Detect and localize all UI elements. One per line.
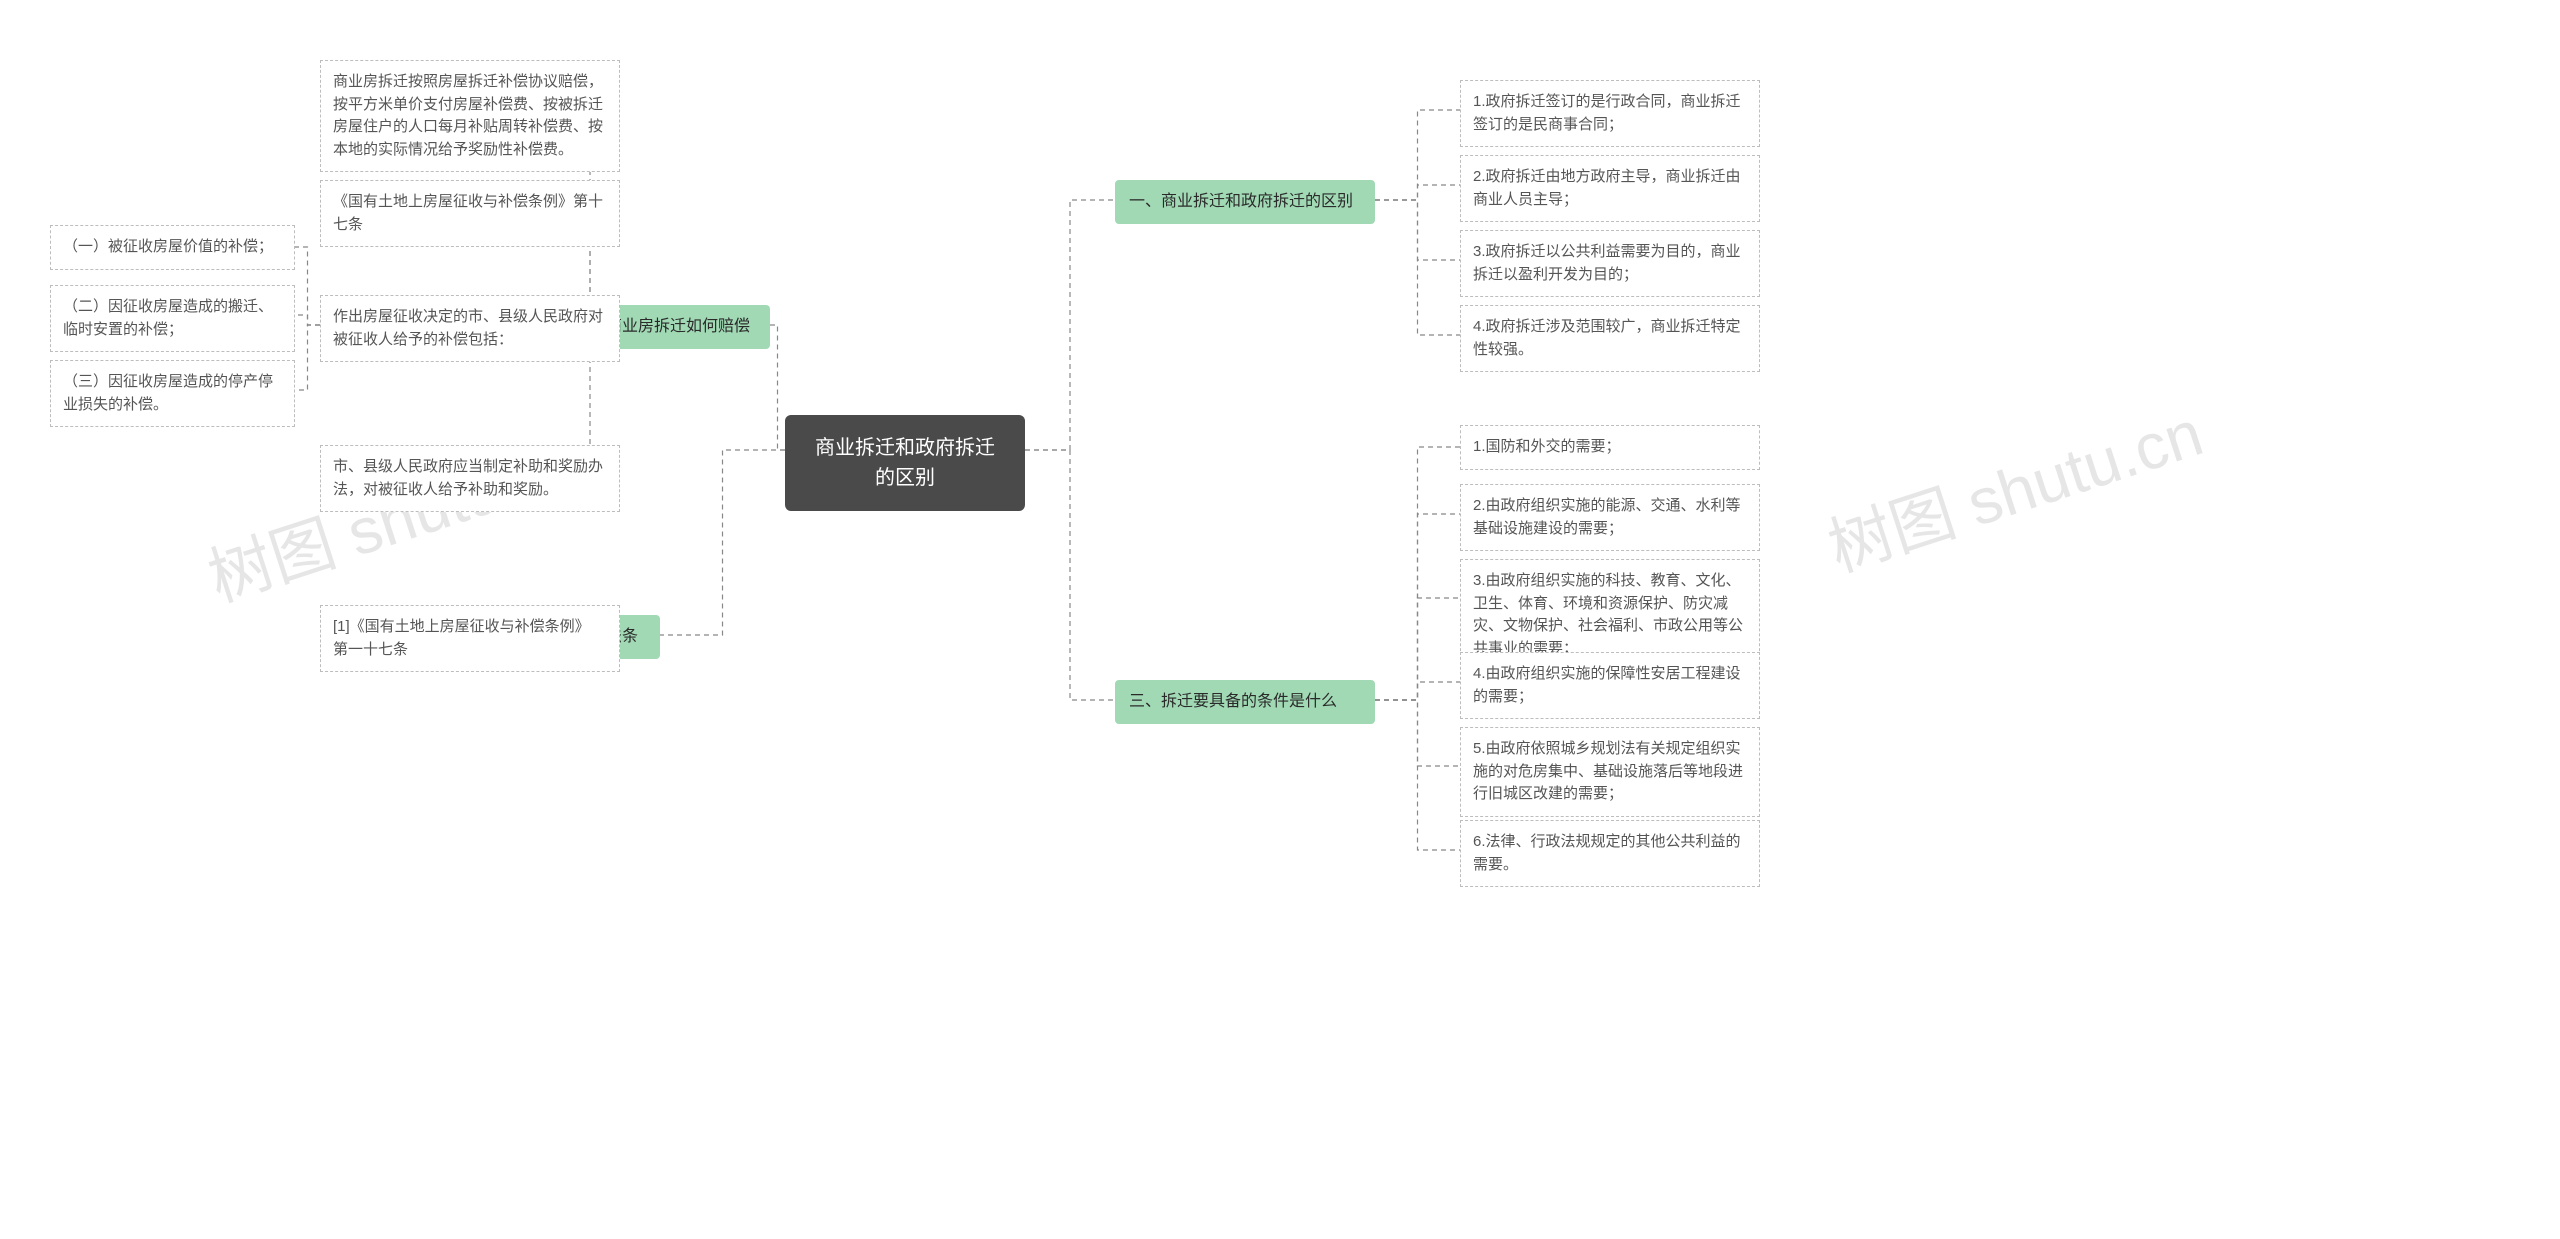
branch-3: 三、拆迁要具备的条件是什么 xyxy=(1115,680,1375,724)
leaf-r3d: 4.由政府组织实施的保障性安居工程建设的需要； xyxy=(1460,652,1760,719)
watermark-1: 树图 shutu.cn xyxy=(195,412,592,619)
leaf-l2c1: （一）被征收房屋价值的补偿； xyxy=(50,225,295,270)
watermark-2: 树图 shutu.cn xyxy=(1815,382,2212,589)
root-node: 商业拆迁和政府拆迁的区别 xyxy=(785,415,1025,511)
leaf-l2c3: （三）因征收房屋造成的停产停业损失的补偿。 xyxy=(50,360,295,427)
leaf-r1a: 1.政府拆迁签订的是行政合同，商业拆迁签订的是民商事合同； xyxy=(1460,80,1760,147)
leaf-l2b: 《国有土地上房屋征收与补偿条例》第十七条 xyxy=(320,180,620,247)
leaf-r1c: 3.政府拆迁以公共利益需要为目的，商业拆迁以盈利开发为目的； xyxy=(1460,230,1760,297)
leaf-r3e: 5.由政府依照城乡规划法有关规定组织实施的对危房集中、基础设施落后等地段进行旧城… xyxy=(1460,727,1760,817)
leaf-r3b: 2.由政府组织实施的能源、交通、水利等基础设施建设的需要； xyxy=(1460,484,1760,551)
branch-1: 一、商业拆迁和政府拆迁的区别 xyxy=(1115,180,1375,224)
leaf-l2c: 作出房屋征收决定的市、县级人民政府对被征收人给予的补偿包括： xyxy=(320,295,620,362)
leaf-l2c2: （二）因征收房屋造成的搬迁、临时安置的补偿； xyxy=(50,285,295,352)
mindmap-canvas: 树图 shutu.cn 树图 shutu.cn 商业拆迁和政府拆迁的区别 一、商… xyxy=(0,0,2560,1239)
leaf-r1b: 2.政府拆迁由地方政府主导，商业拆迁由商业人员主导； xyxy=(1460,155,1760,222)
leaf-r1d: 4.政府拆迁涉及范围较广，商业拆迁特定性较强。 xyxy=(1460,305,1760,372)
leaf-r3a: 1.国防和外交的需要； xyxy=(1460,425,1760,470)
leaf-l2a: 商业房拆迁按照房屋拆迁补偿协议赔偿，按平方米单价支付房屋补偿费、按被拆迁房屋住户… xyxy=(320,60,620,172)
leaf-l2d: 市、县级人民政府应当制定补助和奖励办法，对被征收人给予补助和奖励。 xyxy=(320,445,620,512)
leaf-l4a: [1]《国有土地上房屋征收与补偿条例》 第一十七条 xyxy=(320,605,620,672)
leaf-r3f: 6.法律、行政法规规定的其他公共利益的需要。 xyxy=(1460,820,1760,887)
